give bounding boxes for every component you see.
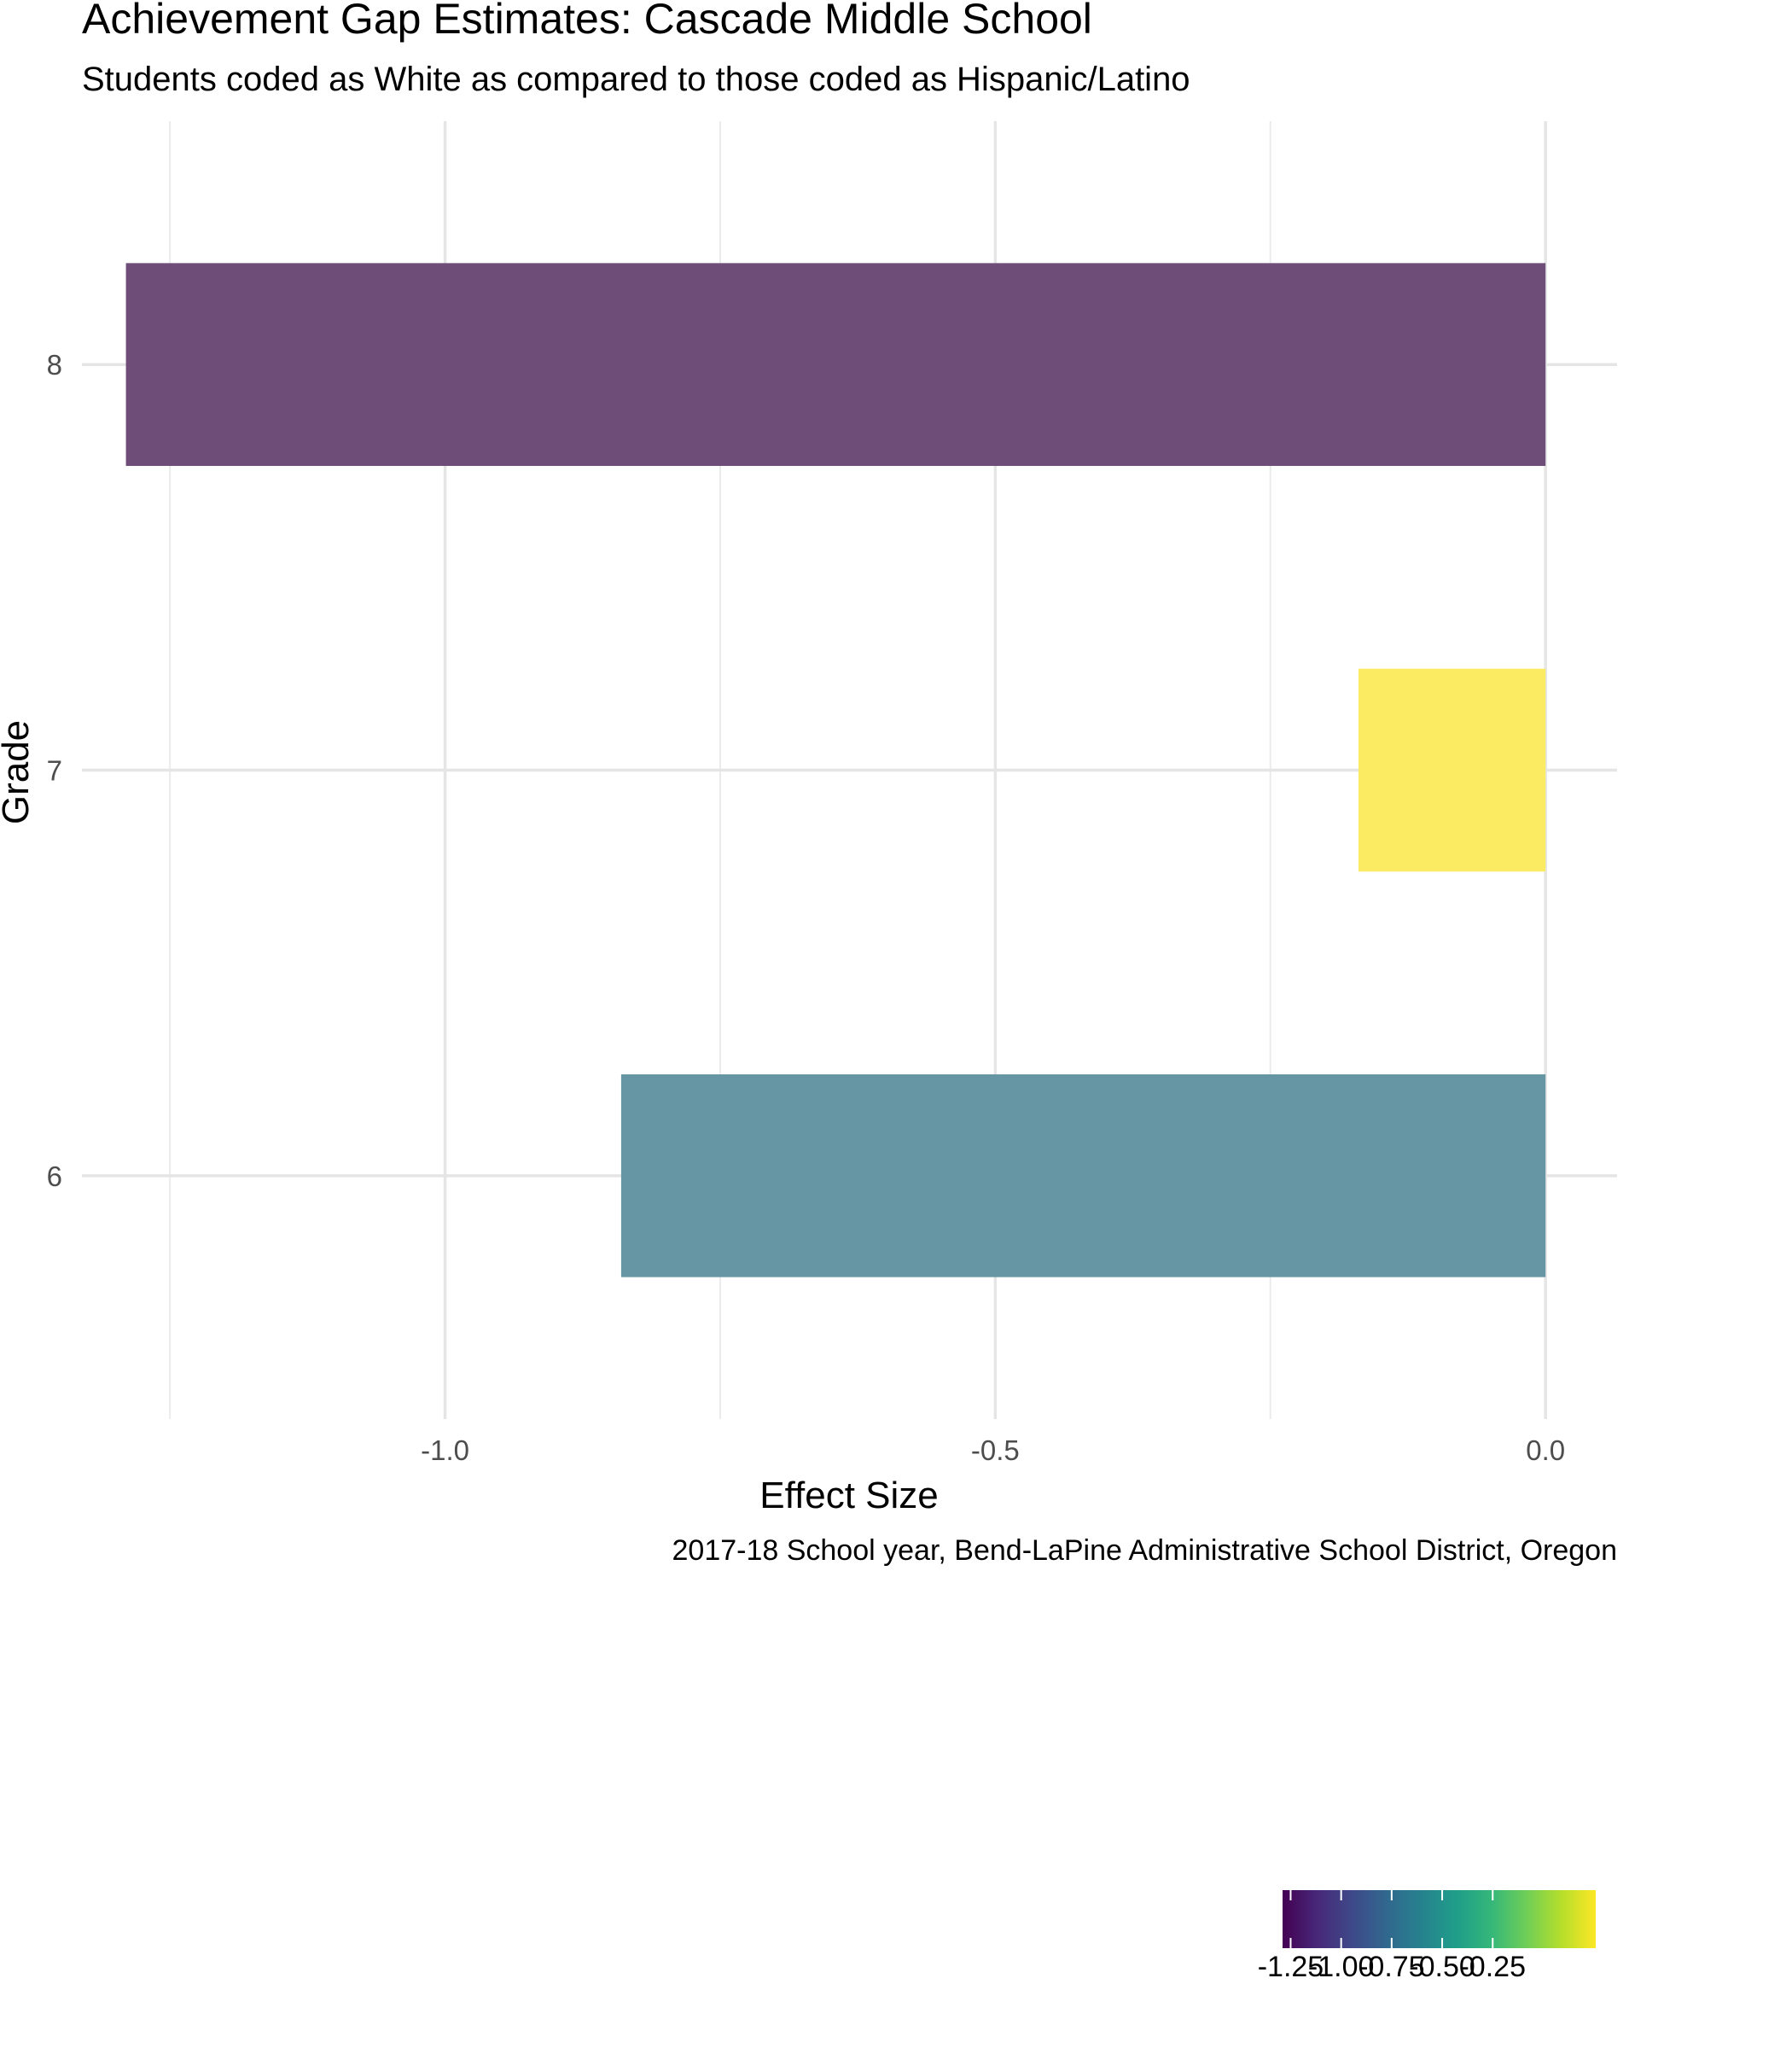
y-tick-label: 8 bbox=[47, 349, 62, 381]
legend-ticks: -1.25-1.00-0.75-0.50-0.25 bbox=[1258, 1890, 1526, 1983]
legend-tick-label: -1.00 bbox=[1308, 1951, 1375, 1983]
bars bbox=[125, 263, 1546, 1277]
x-axis-title: Effect Size bbox=[759, 1475, 939, 1516]
x-tick-label: -0.5 bbox=[971, 1434, 1020, 1466]
y-tick-label: 6 bbox=[47, 1161, 62, 1192]
color-legend: -1.25-1.00-0.75-0.50-0.25 bbox=[1258, 1890, 1596, 1983]
y-axis-title: Grade bbox=[0, 720, 37, 824]
x-axis-ticks: -1.0 -0.5 0.0 bbox=[421, 1434, 1565, 1466]
legend-tick-label: -1.25 bbox=[1258, 1951, 1324, 1983]
legend-tick-label: -0.25 bbox=[1459, 1951, 1526, 1983]
chart-caption: 2017-18 School year, Bend-LaPine Adminis… bbox=[672, 1534, 1618, 1567]
bar-grade-6 bbox=[620, 1073, 1546, 1277]
x-tick-label: 0.0 bbox=[1526, 1434, 1565, 1466]
y-axis-ticks: 6 7 8 bbox=[47, 349, 62, 1192]
bar-grade-8 bbox=[125, 263, 1546, 467]
chart-subtitle: Students coded as White as compared to t… bbox=[82, 61, 1190, 98]
y-tick-label: 7 bbox=[47, 755, 62, 787]
plot-area bbox=[82, 121, 1617, 1419]
x-tick-label: -1.0 bbox=[421, 1434, 469, 1466]
bar-grade-7 bbox=[1358, 668, 1546, 872]
legend-tick-label: -0.75 bbox=[1359, 1951, 1425, 1983]
chart-title: Achievement Gap Estimates: Cascade Middl… bbox=[82, 0, 1092, 43]
legend-tick-label: -0.50 bbox=[1409, 1951, 1475, 1983]
legend-colorbar bbox=[1283, 1890, 1596, 1948]
